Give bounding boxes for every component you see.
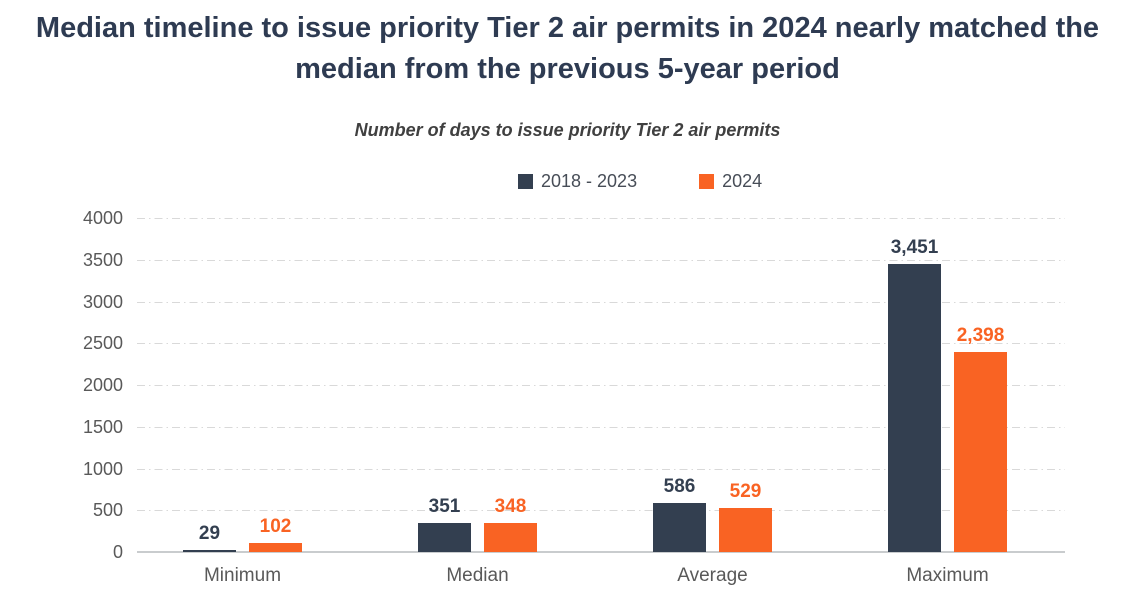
bar-value-label: 3,451 [890, 236, 939, 258]
legend-label: 2018 - 2023 [541, 171, 638, 191]
y-tick-label: 4000 [82, 208, 123, 228]
bar-value-label: 529 [729, 480, 762, 502]
bar [418, 522, 471, 552]
bar [484, 522, 537, 552]
gridline [137, 259, 1065, 261]
category-label: Average [677, 565, 748, 586]
legend-swatch-icon [518, 174, 533, 189]
bar-value-label: 102 [259, 516, 292, 538]
bar-value-label: 29 [198, 522, 221, 544]
bar [249, 543, 302, 552]
y-tick-label: 1500 [82, 416, 123, 437]
gridline [137, 510, 1065, 512]
legend-swatch-icon [699, 174, 715, 189]
bar-value-label: 2,398 [956, 324, 1005, 346]
bar-value-label: 348 [494, 495, 527, 517]
bar [954, 351, 1007, 552]
bar-value-label: 586 [663, 476, 696, 498]
bar [888, 263, 941, 552]
bar [719, 507, 772, 552]
gridline [137, 385, 1065, 386]
category-label: Minimum [203, 565, 282, 586]
bar [653, 503, 706, 552]
legend-label: 2024 [722, 171, 763, 191]
y-tick-label: 0 [112, 542, 123, 562]
category-label: Median [446, 565, 509, 586]
bar [183, 549, 236, 552]
gridline [137, 301, 1065, 303]
gridline [137, 426, 1065, 428]
y-tick-label: 2000 [82, 375, 123, 395]
legend-item: 2024 [699, 171, 762, 192]
gridline [137, 343, 1065, 345]
y-tick-label: 3500 [82, 249, 123, 270]
gridline [137, 218, 1065, 219]
category-label: Maximum [906, 565, 989, 586]
chart-subtitle: Number of days to issue priority Tier 2 … [354, 120, 781, 140]
chart-legend: 2018 - 2023 2024 [518, 171, 762, 192]
y-tick-label: 2500 [82, 333, 123, 354]
y-tick-label: 3000 [82, 291, 123, 312]
y-tick-label: 1000 [82, 458, 123, 479]
y-tick-label: 500 [92, 500, 123, 521]
chart-title: Median timeline to issue priority Tier 2… [35, 12, 1100, 85]
bar-value-label: 351 [428, 495, 461, 517]
gridline [137, 468, 1065, 470]
legend-item: 2018 - 2023 [518, 171, 637, 192]
x-axis-line [137, 551, 1065, 553]
plot-area: 0 500 1000 1500 2000 2500 3000 3500 4000 Minimum 2… [83, 208, 1065, 586]
